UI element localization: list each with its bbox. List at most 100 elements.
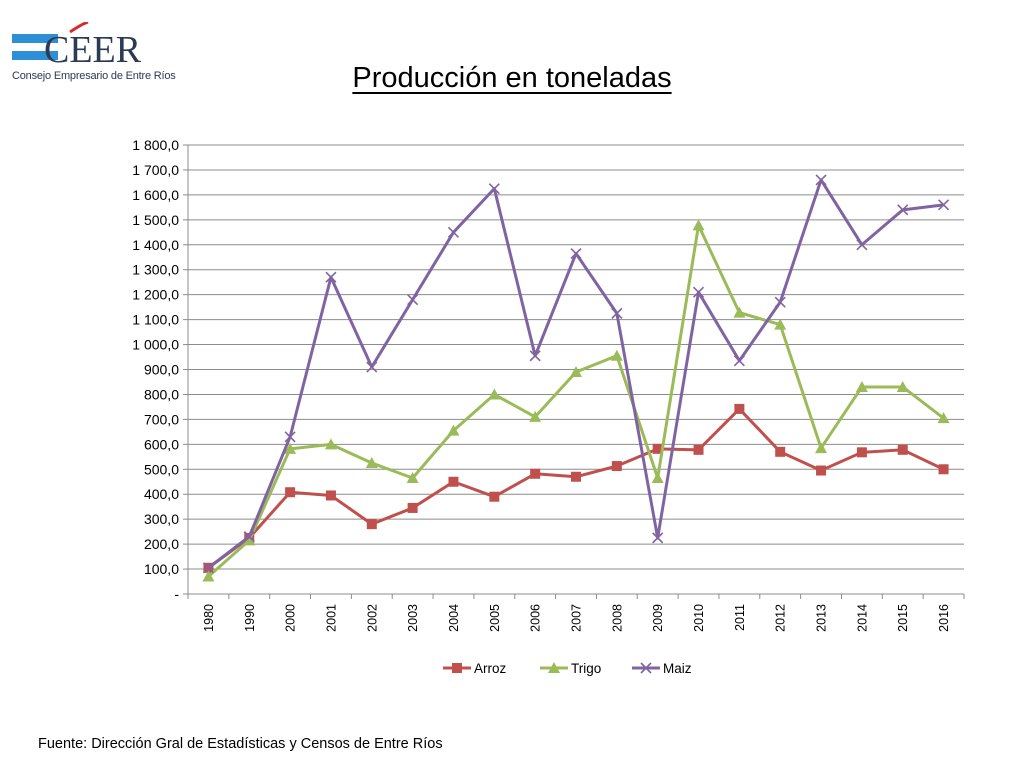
point-arroz-2005: [489, 491, 500, 502]
logo-brand: CEER: [44, 29, 142, 71]
point-arroz-2012: [775, 446, 786, 457]
x-tick-label-2006: 2006: [529, 604, 543, 632]
x-tick-label-2014: 2014: [855, 604, 869, 632]
point-trigo-2011: [733, 306, 746, 318]
point-arroz-2014: [856, 447, 867, 458]
y-tick-label-18: 1 800,0: [132, 137, 179, 153]
legend-label-arroz: Arroz: [474, 661, 507, 676]
point-arroz-2008: [611, 461, 622, 472]
point-maiz-2012: [774, 296, 786, 308]
point-maiz-1990: [243, 531, 255, 543]
logo-tagline: Consejo Empresario de Entre Ríos: [12, 70, 176, 82]
series-arroz: [203, 403, 949, 573]
logo-stripe-white: [12, 43, 58, 51]
gridlines: [187, 144, 964, 595]
point-arroz-2006: [530, 468, 541, 479]
x-tick-label-2016: 2016: [937, 604, 951, 632]
legend-label-trigo: Trigo: [571, 661, 601, 676]
point-arroz-2001: [325, 490, 336, 501]
x-tick-label-2011: 2011: [733, 604, 747, 631]
point-trigo-2001: [324, 438, 337, 450]
point-arroz-2016: [938, 464, 949, 475]
y-tick-label-6: 600,0: [144, 436, 179, 452]
legend-marker-trigo: [548, 662, 560, 673]
x-tick-label-2003: 2003: [406, 604, 420, 632]
point-maiz-2008: [611, 307, 623, 319]
point-trigo-2014: [855, 380, 868, 392]
chart-title: Producción en toneladas: [352, 62, 672, 94]
y-tick-label-2: 200,0: [144, 536, 179, 552]
point-maiz-2005: [488, 183, 500, 195]
y-tick-label-15: 1 500,0: [132, 212, 179, 228]
point-trigo-2015: [896, 380, 909, 392]
x-tick-label-1980: 1980: [202, 604, 216, 632]
legend-marker-maiz: [640, 662, 652, 674]
point-arroz-2015: [897, 444, 908, 455]
point-maiz-2003: [407, 294, 419, 306]
point-maiz-2001: [325, 271, 337, 283]
y-tick-label-10: 1 000,0: [132, 337, 179, 353]
x-tick-label-2009: 2009: [651, 604, 665, 632]
point-maiz-2010: [692, 286, 705, 298]
point-maiz-2000: [284, 431, 296, 443]
y-tick-label-1: 100,0: [144, 561, 179, 577]
point-arroz-2010: [693, 444, 704, 455]
y-tick-label-0: -: [174, 586, 179, 602]
point-maiz-2009: [652, 532, 664, 544]
legend-label-maiz: Maiz: [663, 661, 692, 676]
point-trigo-2003: [406, 472, 419, 484]
point-maiz-2002: [366, 361, 378, 373]
x-tick-label-2008: 2008: [610, 604, 624, 632]
legend: Arroz Trigo Maiz: [443, 661, 692, 676]
logo-stripe-blue-2: [12, 51, 58, 60]
y-tick-label-8: 800,0: [144, 386, 179, 402]
logo-stripe-blue: [12, 34, 58, 43]
point-arroz-2003: [407, 502, 418, 513]
point-trigo-2008: [610, 349, 623, 361]
point-trigo-2002: [365, 457, 378, 469]
point-arroz-2009: [652, 443, 663, 454]
point-maiz-2011: [733, 355, 745, 367]
point-maiz-2004: [447, 226, 460, 238]
point-maiz-2013: [815, 174, 827, 186]
ceer-logo: CEER: [12, 22, 142, 71]
point-arroz-2002: [366, 519, 377, 530]
x-tick-label-2015: 2015: [896, 604, 910, 632]
x-tick-label-2010: 2010: [692, 604, 706, 632]
point-trigo-2016: [937, 412, 950, 424]
x-axis-ticks: 1980 1990 2000 2001 2002 2003 2004 2005 2006 2007…: [187, 594, 965, 632]
x-tick-label-2000: 2000: [284, 604, 298, 632]
series-group: [202, 174, 950, 582]
y-tick-label-16: 1 600,0: [132, 187, 179, 203]
y-tick-label-3: 300,0: [144, 511, 179, 527]
x-tick-label-2013: 2013: [815, 604, 829, 632]
y-tick-label-5: 500,0: [144, 461, 179, 477]
point-arroz-2000: [285, 487, 296, 498]
point-trigo-1990: [243, 534, 256, 546]
x-tick-label-2002: 2002: [365, 604, 379, 632]
point-trigo-2004: [447, 424, 460, 436]
x-tick-label-1990: 1990: [243, 604, 257, 632]
source-footnote: Fuente: Dirección Gral de Estadísticas y…: [38, 736, 443, 752]
point-trigo-2009: [651, 472, 664, 484]
x-tick-label-2004: 2004: [447, 604, 461, 632]
point-trigo-2005: [488, 388, 501, 400]
series-line-trigo: [207, 223, 945, 578]
y-tick-label-14: 1 400,0: [132, 237, 179, 253]
y-tick-label-9: 900,0: [144, 362, 179, 378]
point-maiz-2016: [938, 199, 950, 211]
point-maiz-2006: [529, 350, 541, 362]
y-tick-label-12: 1 200,0: [132, 287, 179, 303]
point-trigo-2013: [815, 442, 828, 454]
point-trigo-2006: [529, 410, 542, 422]
point-arroz-2011: [734, 403, 745, 414]
x-tick-label-2007: 2007: [570, 604, 584, 632]
point-maiz-2007: [570, 247, 582, 260]
point-arroz-2013: [816, 465, 827, 476]
x-tick-label-2012: 2012: [774, 604, 788, 632]
x-tick-label-2001: 2001: [324, 604, 338, 632]
series-maiz: [202, 174, 950, 574]
point-arroz-2007: [571, 471, 581, 482]
point-maiz-1980: [202, 562, 214, 574]
y-tick-label-7: 700,0: [144, 411, 179, 427]
